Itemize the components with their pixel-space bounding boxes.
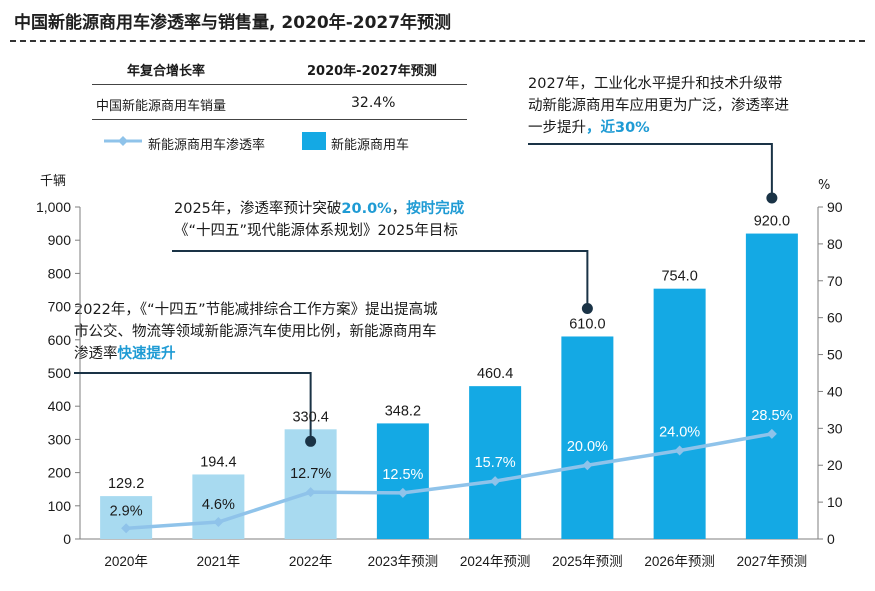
annotation-2025-leader-line — [172, 250, 589, 309]
annotation-2022-leader-line — [74, 372, 312, 442]
line-point — [121, 523, 132, 534]
line-value-label: 24.0% — [659, 424, 700, 440]
chart-title: 中国新能源商用车渗透率与销售量, 2020年-2027年预测 — [14, 13, 452, 33]
line-point — [766, 428, 777, 439]
annotation-2025: 2025年，渗透率预计突破20.0%，按时完成《“十四五”现代能源体系规划》20… — [174, 198, 478, 242]
right-tick-label: 80 — [827, 236, 843, 252]
bar-value-label: 460.4 — [477, 366, 513, 382]
right-tick-label: 0 — [827, 531, 835, 547]
x-tick-label: 2022年 — [289, 554, 333, 569]
penetration-line — [126, 432, 773, 531]
line-value-label: 4.6% — [202, 497, 235, 513]
left-tick-label: 0 — [63, 531, 71, 547]
annotation-2027: 2027年，工业化水平提升和技术升级带动新能源商用车应用更为广泛，渗透率进一步提… — [528, 73, 790, 139]
line-point — [674, 445, 685, 456]
bar-value-label: 754.0 — [661, 269, 697, 285]
line-point — [305, 487, 316, 498]
title-divider — [10, 40, 865, 42]
line-point — [582, 460, 593, 471]
bar-value-label: 348.2 — [385, 403, 421, 419]
left-tick-label: 300 — [48, 431, 72, 447]
bar-value-label: 129.2 — [108, 476, 144, 492]
bar — [284, 429, 337, 539]
annotation-2022-part-1: 快速提升 — [117, 346, 176, 362]
right-tick-label: 90 — [827, 199, 843, 215]
bar — [192, 474, 245, 539]
left-tick-label: 900 — [48, 232, 72, 248]
bar — [745, 233, 798, 539]
annotation-2025-part-1: 20.0% — [341, 201, 392, 217]
right-tick-label: 20 — [827, 457, 843, 473]
annotation-2022: 2022年，《“十四五”节能减排综合工作方案》提出提高城市公交、物流等领域新能源… — [74, 299, 450, 365]
line-point — [397, 487, 408, 498]
cagr-header-right: 2020年-2027年预测 — [307, 64, 437, 79]
left-axis-unit: 千辆 — [40, 174, 67, 189]
line-value-label: 12.5% — [382, 467, 423, 483]
annotation-2027-part-0: 2027年，工业化水平提升和技术升级带动新能源商用车应用更为广泛，渗透率进一步提… — [528, 76, 789, 136]
legend-label-line: 新能源商用车渗透率 — [148, 138, 266, 153]
right-tick-label: 50 — [827, 347, 843, 363]
x-tick-label: 2023年预测 — [368, 554, 439, 569]
x-tick-label: 2026年预测 — [644, 554, 715, 569]
left-tick-label: 500 — [48, 365, 72, 381]
right-tick-label: 30 — [827, 420, 843, 436]
left-tick-label: 1,000 — [36, 199, 71, 215]
annotation-2027-part-1: ，近30% — [586, 120, 650, 136]
cagr-header-rule — [92, 84, 467, 85]
annotation-2027-leader-line — [528, 143, 773, 198]
bar — [653, 288, 706, 539]
line-point — [490, 476, 501, 487]
right-tick-label: 10 — [827, 494, 843, 510]
annotation-2025-leader-dot — [581, 302, 593, 314]
legend-line-marker — [118, 136, 128, 146]
bar — [561, 336, 614, 539]
right-tick-label: 70 — [827, 273, 843, 289]
cagr-row-label: 中国新能源商用车销量 — [96, 99, 227, 114]
legend-label-bar: 新能源商用车 — [331, 138, 410, 153]
right-tick-label: 40 — [827, 383, 843, 399]
line-value-label: 20.0% — [567, 439, 608, 455]
bar-value-label: 330.4 — [292, 409, 328, 425]
line-point — [213, 517, 224, 528]
annotation-2025-part-4: 《“十四五”现代能源体系规划》2025年目标 — [174, 223, 458, 239]
bar — [376, 423, 429, 539]
line-value-label: 2.9% — [110, 503, 143, 519]
bar-value-label: 610.0 — [569, 316, 605, 332]
annotation-2025-part-0: 2025年，渗透率预计突破 — [174, 201, 342, 217]
line-value-label: 15.7% — [475, 455, 516, 471]
x-tick-label: 2021年 — [197, 554, 241, 569]
annotation-2022-part-0: 2022年，《“十四五”节能减排综合工作方案》提出提高城市公交、物流等领域新能源… — [74, 302, 438, 362]
cagr-header-left: 年复合增长率 — [127, 64, 206, 79]
bar-value-label: 920.0 — [754, 214, 790, 230]
right-axis-unit: % — [818, 178, 831, 193]
line-value-label: 28.5% — [751, 408, 792, 424]
x-tick-label: 2020年 — [104, 554, 148, 569]
annotation-2025-part-3: 按时完成 — [406, 201, 465, 217]
x-tick-label: 2027年预测 — [737, 554, 808, 569]
bar — [469, 386, 522, 539]
bar-value-label: 194.4 — [200, 454, 236, 470]
annotation-2027-leader-dot — [766, 192, 778, 204]
legend-bar-swatch — [302, 132, 326, 150]
left-tick-label: 600 — [48, 332, 72, 348]
right-tick-label: 60 — [827, 310, 843, 326]
left-tick-label: 800 — [48, 265, 72, 281]
line-value-label: 12.7% — [290, 466, 331, 482]
left-tick-label: 100 — [48, 498, 72, 514]
annotation-2022-leader-dot — [305, 435, 317, 447]
left-tick-label: 200 — [48, 465, 72, 481]
annotation-2025-part-2: ， — [391, 201, 407, 217]
left-tick-label: 700 — [48, 299, 72, 315]
x-tick-label: 2024年预测 — [460, 554, 531, 569]
cagr-row-value: 32.4% — [351, 95, 396, 111]
left-tick-label: 400 — [48, 398, 72, 414]
cagr-bottom-rule — [92, 119, 467, 120]
x-tick-label: 2025年预测 — [552, 554, 623, 569]
